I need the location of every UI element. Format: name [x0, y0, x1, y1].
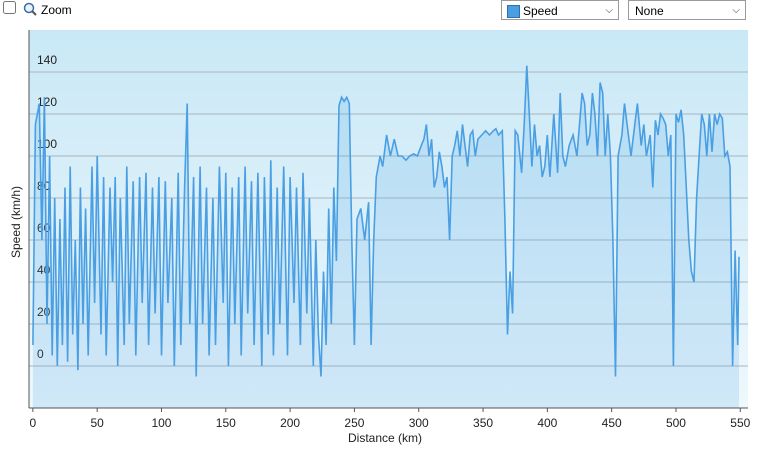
x-tick-label: 350: [473, 416, 493, 430]
x-tick-label: 450: [602, 416, 622, 430]
speed-line: [32, 65, 740, 377]
series-select[interactable]: Speed ⌵: [501, 0, 619, 20]
x-tick-label: 0: [30, 416, 37, 430]
x-tick-label: 200: [280, 416, 300, 430]
compare-value: None: [635, 4, 664, 18]
compare-select[interactable]: None ⌵: [628, 0, 746, 20]
zoom-label[interactable]: Zoom: [41, 3, 72, 17]
y-tick-label: 60: [37, 221, 51, 235]
x-axis-label: Distance (km): [348, 431, 422, 445]
zoom-icon: [23, 2, 37, 16]
y-axis-label: Speed (km/h): [9, 186, 23, 258]
x-tick-label: 50: [90, 416, 104, 430]
x-tick-label: 100: [151, 416, 171, 430]
x-tick-label: 250: [344, 416, 364, 430]
x-tick-label: 550: [730, 416, 750, 430]
x-tick-label: 500: [666, 416, 686, 430]
y-tick-label: 0: [37, 347, 44, 361]
x-tick-label: 300: [409, 416, 429, 430]
x-tick-label: 150: [216, 416, 236, 430]
zoom-checkbox[interactable]: [3, 1, 16, 14]
y-tick-label: 140: [37, 53, 57, 67]
series-swatch: [507, 5, 520, 18]
series-name: Speed: [523, 4, 558, 18]
x-tick-label: 400: [537, 416, 557, 430]
y-tick-label: 120: [37, 95, 57, 109]
y-tick-label: 100: [37, 137, 57, 151]
